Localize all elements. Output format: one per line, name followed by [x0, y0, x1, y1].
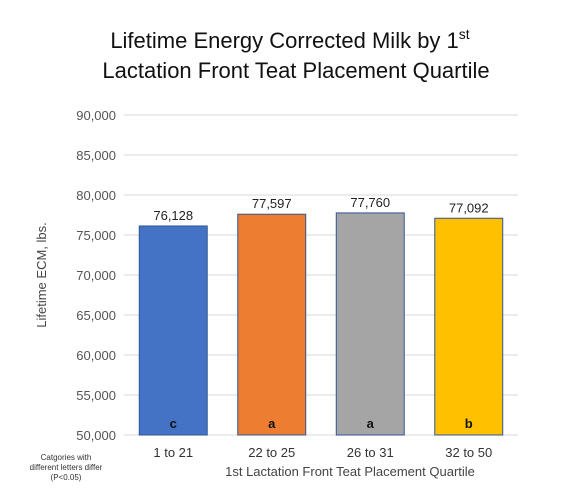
x-tick-label: 1 to 21: [153, 445, 193, 460]
chart-title-line1: Lifetime Energy Corrected Milk by 1st: [110, 26, 469, 53]
y-axis-label: Lifetime ECM, lbs.: [34, 222, 49, 327]
footnote-line-1: Catgories with: [41, 453, 92, 462]
footnote: Catgories with different letters differ …: [30, 453, 103, 482]
y-tick-label: 75,000: [76, 228, 116, 243]
bar-value-label: 77,760: [350, 195, 390, 210]
significance-letter: a: [268, 416, 276, 431]
significance-letter: c: [170, 416, 177, 431]
footnote-line-2: different letters differ: [30, 463, 103, 472]
significance-letter: b: [465, 416, 473, 431]
y-tick-label: 70,000: [76, 268, 116, 283]
y-tick-label: 55,000: [76, 388, 116, 403]
x-axis-label: 1st Lactation Front Teat Placement Quart…: [225, 464, 475, 479]
bar-value-label: 77,092: [449, 200, 489, 215]
y-tick-label: 65,000: [76, 308, 116, 323]
footnote-line-3: (P<0.05): [51, 473, 82, 482]
bar: [335, 212, 405, 436]
chart-title-main: Lifetime Energy Corrected Milk by 1: [110, 28, 458, 53]
bars: 76,128 c 1 to 21 77,597 a 22 to 25 77,760 a 26 t…: [138, 195, 504, 460]
y-tick-label: 80,000: [76, 188, 116, 203]
y-tick-label: 85,000: [76, 148, 116, 163]
y-tick-label: 90,000: [76, 108, 116, 123]
y-axis-ticks: 50,000 55,000 60,000 65,000 70,000 75,000 80,0…: [76, 108, 116, 443]
bar: [434, 217, 504, 436]
bar: [237, 213, 307, 436]
x-tick-label: 32 to 50: [445, 445, 492, 460]
y-tick-label: 60,000: [76, 348, 116, 363]
y-tick-label: 50,000: [76, 428, 116, 443]
bar-value-label: 76,128: [153, 208, 193, 223]
significance-letter: a: [367, 416, 375, 431]
bar-value-label: 77,597: [252, 196, 292, 211]
x-tick-label: 26 to 31: [347, 445, 394, 460]
chart-title-line2: Lactation Front Teat Placement Quartile: [102, 58, 489, 83]
bar: [138, 225, 208, 436]
x-tick-label: 22 to 25: [248, 445, 295, 460]
chart-title-superscript: st: [459, 26, 470, 42]
